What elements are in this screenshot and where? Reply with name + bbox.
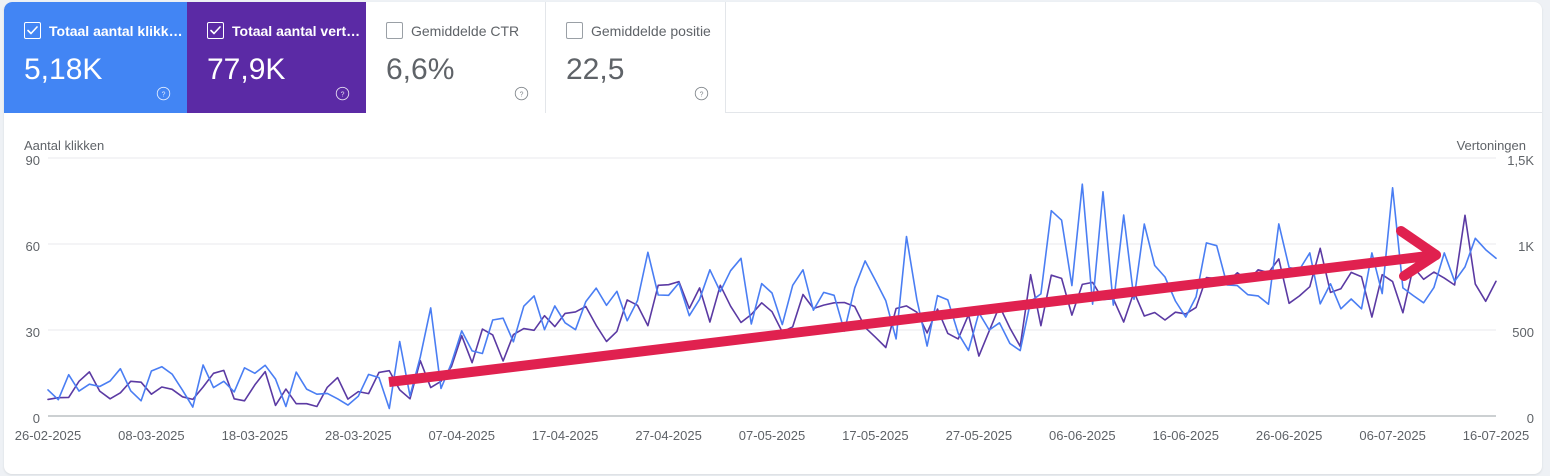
svg-text:?: ? [162,91,166,98]
svg-text:?: ? [341,91,345,98]
svg-text:?: ? [520,91,524,98]
svg-text:?: ? [700,91,704,98]
